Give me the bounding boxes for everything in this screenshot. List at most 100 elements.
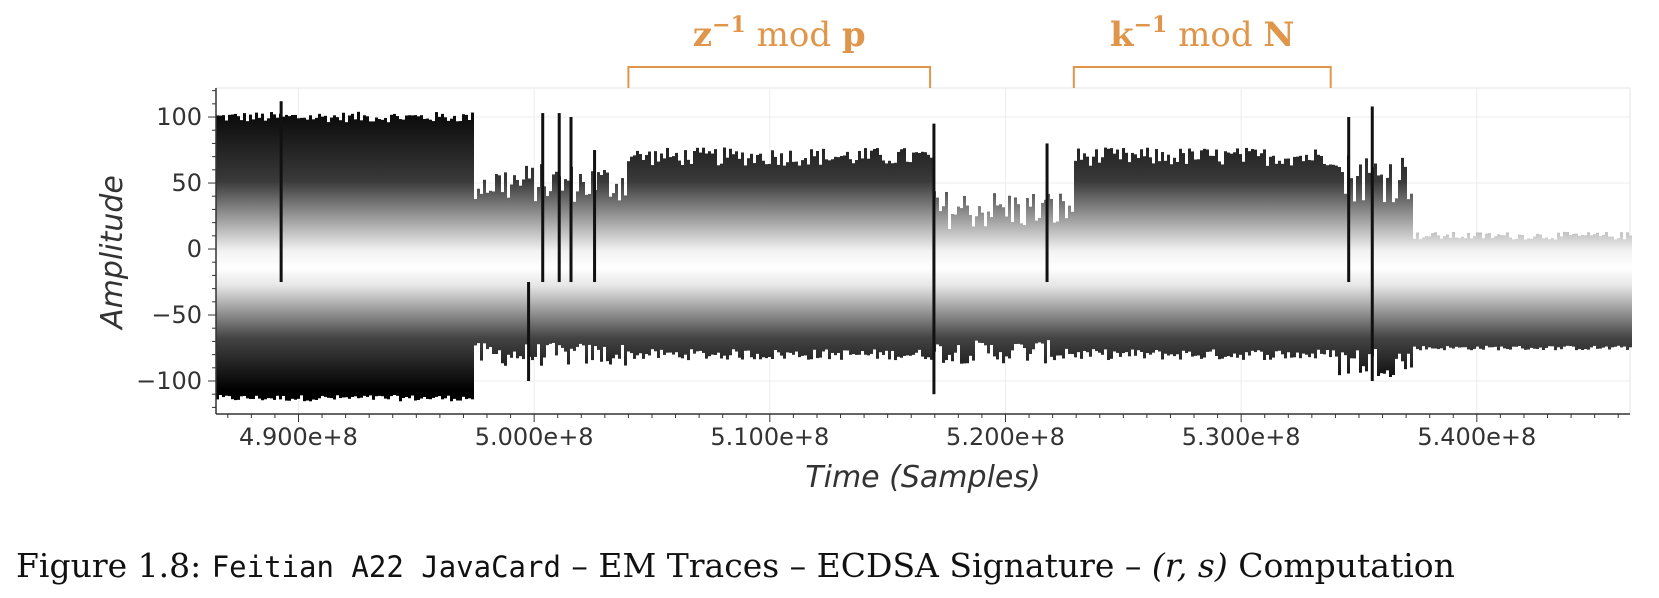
trace-spike bbox=[279, 101, 283, 283]
trace-bar bbox=[1356, 176, 1359, 351]
trace-bar bbox=[1185, 163, 1188, 354]
trace-bar bbox=[675, 152, 678, 353]
trace-bar bbox=[1329, 164, 1332, 358]
trace-bar bbox=[708, 151, 711, 357]
trace-bar bbox=[1188, 148, 1191, 352]
trace-bar bbox=[1053, 222, 1056, 361]
trace-bar bbox=[312, 119, 315, 400]
trace-bar bbox=[1401, 157, 1404, 362]
trace-bar bbox=[1422, 237, 1425, 347]
trace-bar bbox=[1242, 161, 1245, 360]
trace-bar bbox=[597, 172, 600, 350]
trace-bar bbox=[1236, 148, 1239, 358]
trace-bar bbox=[408, 115, 411, 399]
trace-bar bbox=[1482, 238, 1485, 350]
trace-bar bbox=[282, 116, 285, 396]
trace-bar bbox=[1299, 155, 1302, 359]
trace-bar bbox=[1272, 155, 1275, 358]
trace-bar bbox=[660, 153, 663, 350]
trace-bar bbox=[828, 160, 831, 360]
trace-bar bbox=[513, 175, 516, 352]
trace-bar bbox=[1341, 172, 1344, 353]
trace-bar bbox=[1530, 238, 1533, 348]
trace-bar bbox=[1368, 172, 1371, 355]
x-tick-label: 5.400e+8 bbox=[1417, 423, 1536, 451]
trace-bar bbox=[1524, 239, 1527, 350]
trace-bar bbox=[234, 113, 237, 401]
annotation-bracket bbox=[627, 66, 932, 88]
trace-bar bbox=[222, 115, 225, 398]
trace-bar bbox=[633, 155, 636, 359]
trace-bar bbox=[1404, 166, 1407, 370]
trace-bar bbox=[768, 163, 771, 358]
trace-bar bbox=[789, 150, 792, 353]
trace-bar bbox=[399, 119, 402, 402]
trace-bar bbox=[987, 211, 990, 354]
trace-bar bbox=[1122, 148, 1125, 354]
trace-bar bbox=[573, 201, 576, 351]
trace-bar bbox=[1383, 202, 1386, 374]
trace-bars bbox=[216, 101, 1632, 402]
trace-bar bbox=[1287, 158, 1290, 353]
trace-bar bbox=[525, 165, 528, 345]
trace-bar bbox=[1467, 232, 1470, 350]
trace-bar bbox=[1068, 205, 1071, 354]
trace-bar bbox=[1233, 152, 1236, 354]
trace-bar bbox=[1026, 197, 1029, 361]
trace-bar bbox=[819, 164, 822, 358]
trace-spike bbox=[932, 282, 936, 395]
trace-bar bbox=[1476, 232, 1479, 347]
trace-bar bbox=[939, 211, 942, 347]
trace-bar bbox=[345, 122, 348, 398]
trace-bar bbox=[1008, 195, 1011, 359]
trace-bar bbox=[552, 174, 555, 343]
annotation-label: k−1 mod N bbox=[1110, 12, 1294, 55]
trace-bar bbox=[972, 226, 975, 361]
trace-bar bbox=[750, 153, 753, 358]
trace-bar bbox=[1011, 222, 1014, 351]
trace-bar bbox=[1572, 233, 1575, 347]
trace-bar bbox=[771, 150, 774, 359]
trace-bar bbox=[453, 115, 456, 399]
trace-bar bbox=[1488, 233, 1491, 348]
trace-bar bbox=[1590, 235, 1593, 348]
trace-bar bbox=[1431, 233, 1434, 349]
trace-bar bbox=[1023, 225, 1026, 349]
trace-bar bbox=[630, 156, 633, 354]
trace-bar bbox=[864, 148, 867, 355]
trace-bar bbox=[414, 115, 417, 401]
trace-bar bbox=[339, 120, 342, 399]
trace-bar bbox=[1200, 150, 1203, 359]
trace-bar bbox=[612, 193, 615, 359]
trace-bar bbox=[438, 116, 441, 397]
trace-bar bbox=[999, 204, 1002, 353]
trace-bar bbox=[1044, 199, 1047, 364]
trace-bar bbox=[1521, 234, 1524, 349]
trace-bar bbox=[1326, 165, 1329, 350]
trace-bar bbox=[723, 147, 726, 356]
trace-bar bbox=[468, 120, 471, 399]
trace-bar bbox=[291, 115, 294, 399]
trace-bar bbox=[1353, 201, 1356, 359]
trace-bar bbox=[531, 167, 534, 361]
trace-bar bbox=[1158, 161, 1161, 352]
trace-bar bbox=[519, 185, 522, 357]
trace-bar bbox=[1179, 148, 1182, 360]
trace-bar bbox=[528, 178, 531, 357]
trace-bar bbox=[564, 179, 567, 352]
trace-bar bbox=[1176, 161, 1179, 355]
trace-bar bbox=[357, 111, 360, 399]
trace-bar bbox=[1257, 156, 1260, 351]
trace-bar bbox=[642, 159, 645, 359]
trace-bar bbox=[906, 161, 909, 356]
trace-bar bbox=[882, 160, 885, 355]
trace-spike bbox=[593, 150, 597, 283]
trace-bar bbox=[384, 117, 387, 399]
trace-bar bbox=[354, 119, 357, 397]
trace-bar bbox=[975, 216, 978, 341]
trace-bar bbox=[1056, 221, 1059, 356]
trace-bar bbox=[690, 163, 693, 350]
trace-bar bbox=[522, 179, 525, 360]
trace-bar bbox=[885, 163, 888, 351]
